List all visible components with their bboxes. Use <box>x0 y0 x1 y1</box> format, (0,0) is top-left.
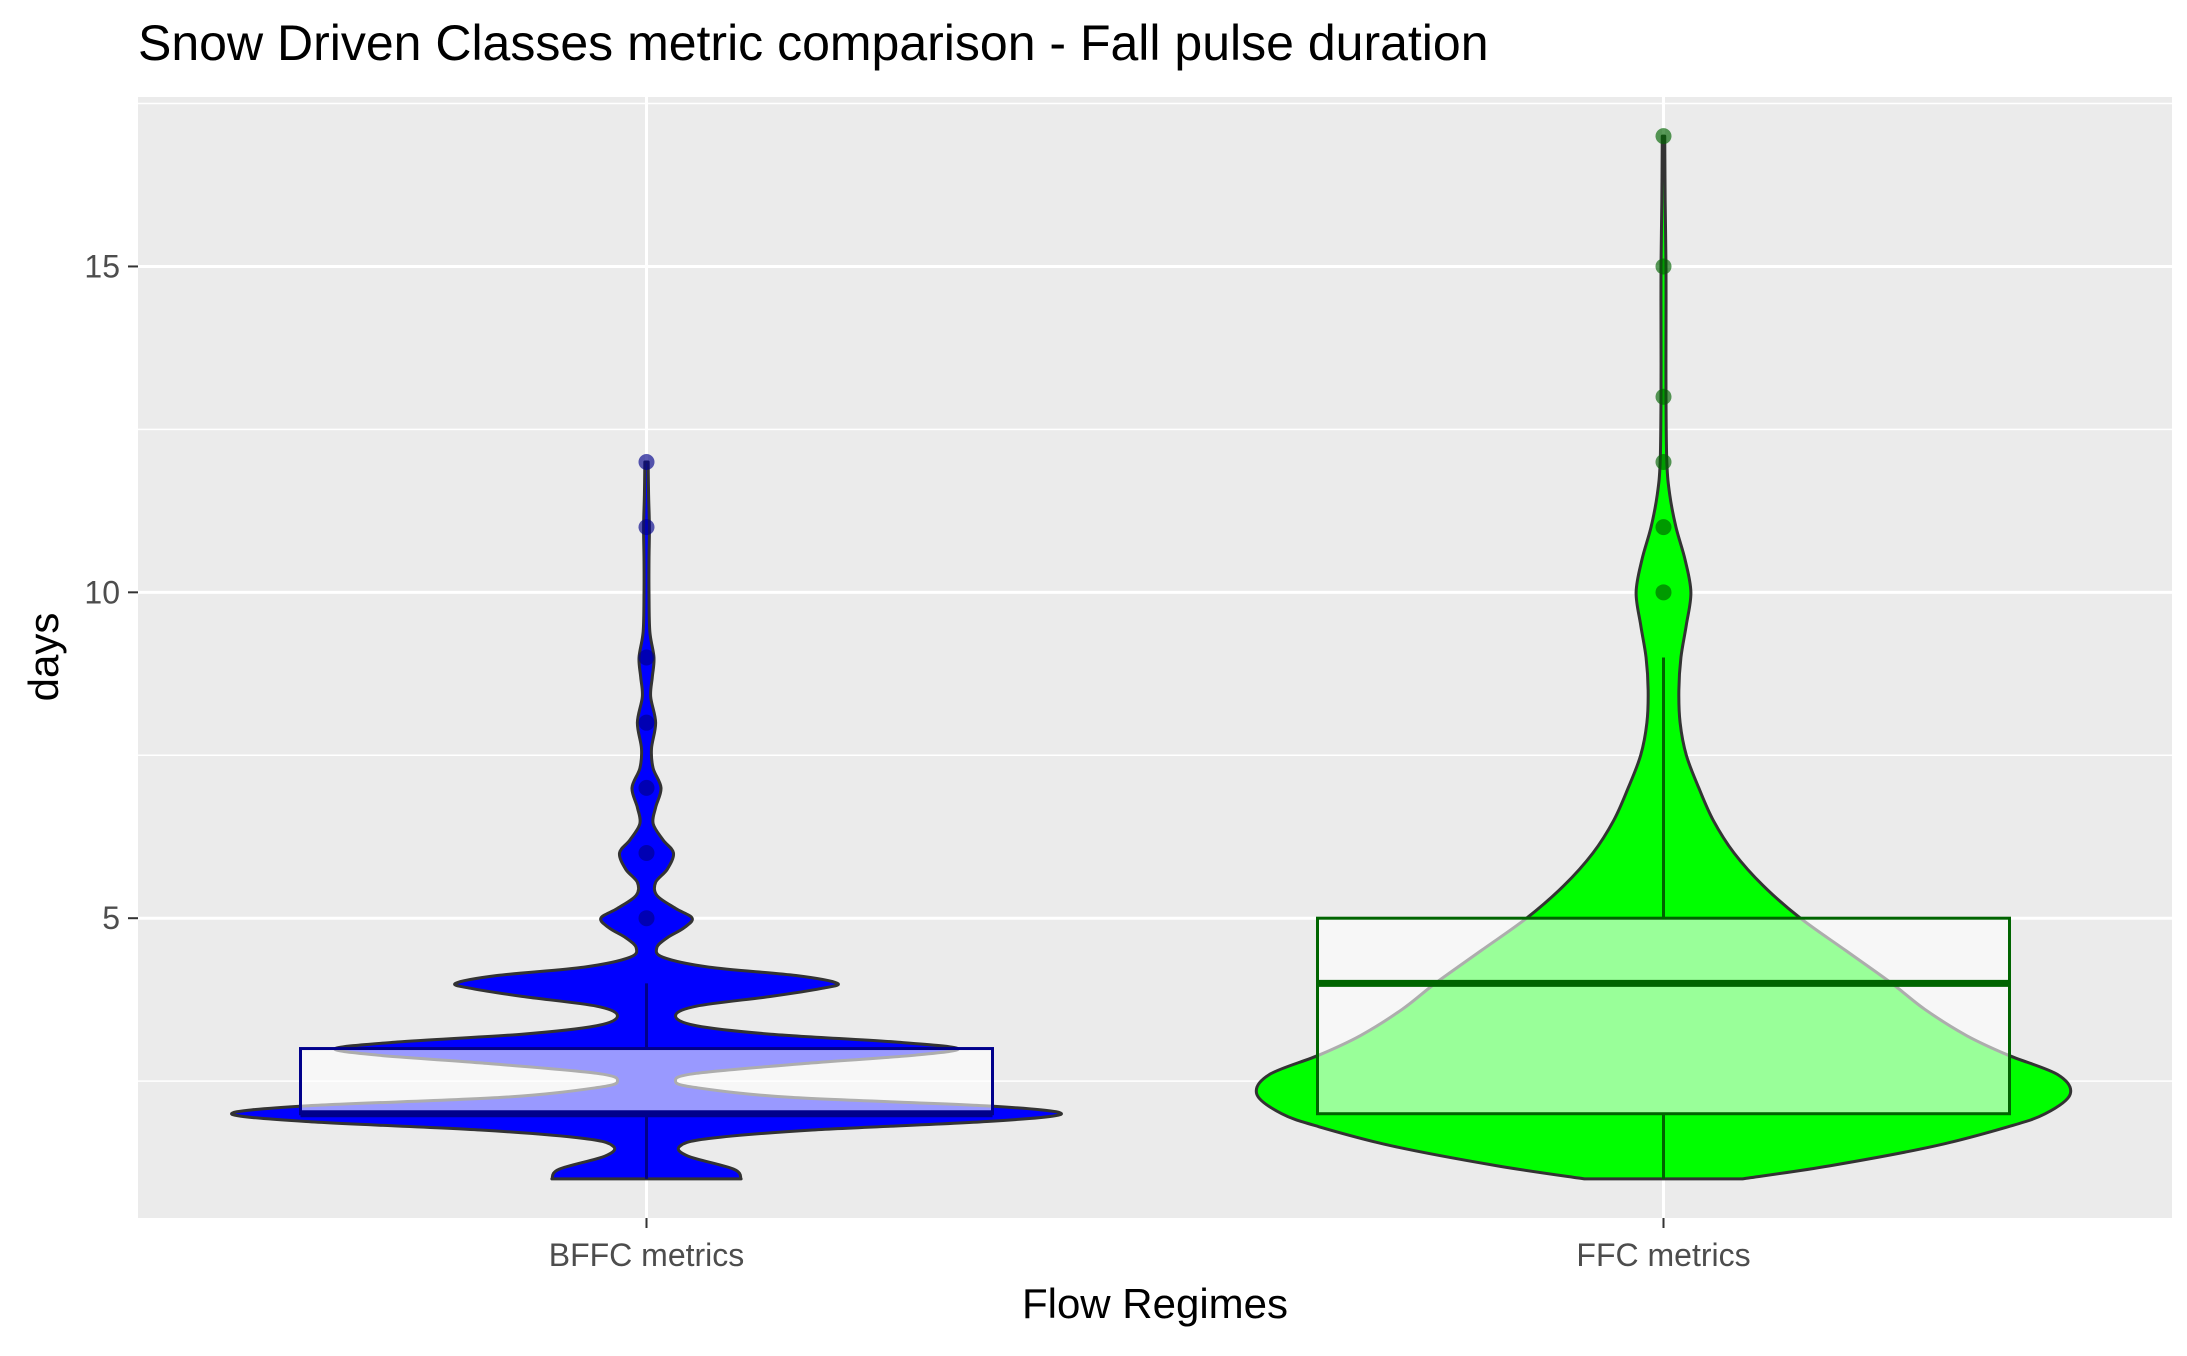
y-tick-label: 15 <box>84 248 120 284</box>
box-iqr <box>299 1047 994 1116</box>
x-axis-title: Flow Regimes <box>1022 1280 1288 1327</box>
outlier-point <box>1655 388 1672 405</box>
box-iqr <box>1316 916 2011 1116</box>
x-tick-label: FFC metrics <box>1576 1237 1750 1273</box>
outlier-point <box>638 519 655 536</box>
outlier-point <box>1655 258 1672 275</box>
outlier-point <box>638 714 655 731</box>
x-tick-label: BFFC metrics <box>549 1237 745 1273</box>
outlier-point <box>638 910 655 927</box>
axes: 5 10 15 BFFC metrics FFC metrics <box>84 248 1750 1273</box>
outlier-points <box>638 128 1672 927</box>
outlier-point <box>1655 453 1672 470</box>
outlier-point <box>638 453 655 470</box>
outlier-point <box>638 779 655 796</box>
outlier-point <box>1655 519 1672 536</box>
y-axis-title: days <box>20 613 67 702</box>
y-tick-label: 10 <box>84 574 120 610</box>
outlier-point <box>638 845 655 862</box>
outlier-point <box>638 649 655 666</box>
outlier-point <box>1655 584 1672 601</box>
y-tick-label: 5 <box>102 900 120 936</box>
chart-title: Snow Driven Classes metric comparison - … <box>138 15 1489 71</box>
outlier-point <box>1655 128 1672 145</box>
boxplots <box>299 657 2011 1179</box>
